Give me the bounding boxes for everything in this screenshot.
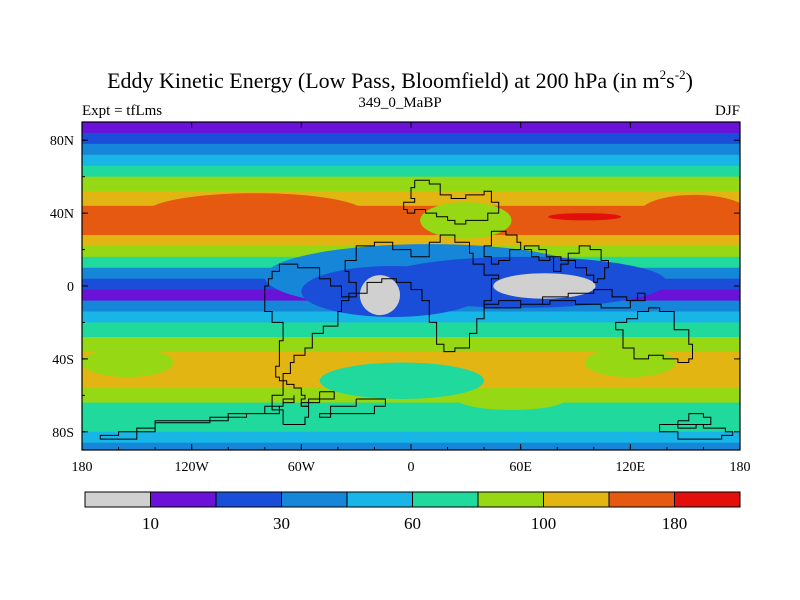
y-tick-label: 80S (52, 426, 74, 441)
x-tick-label: 60E (509, 460, 532, 475)
field-band (82, 165, 740, 178)
colorbar-box (84, 491, 151, 508)
colorbar-box (150, 491, 217, 508)
field-feature (456, 388, 567, 410)
coastline (344, 234, 500, 353)
coastline (677, 413, 712, 429)
colorbar-label: 100 (531, 514, 557, 533)
x-tick-label: 60W (288, 460, 316, 475)
colorbar-box (281, 491, 348, 508)
field-band (82, 417, 740, 433)
coastline (264, 263, 350, 425)
field-band (82, 402, 740, 418)
field-band (82, 132, 740, 145)
colorbar-box (346, 491, 413, 508)
field-feature (548, 213, 622, 221)
field-features (82, 193, 740, 410)
field-feature (584, 347, 677, 378)
experiment-label: Expt = tfLms (82, 103, 163, 119)
x-tick-label: 120E (616, 460, 646, 475)
coastline (615, 307, 693, 363)
field-feature (359, 275, 401, 316)
field-band (82, 337, 740, 353)
y-tick-label: 0 (67, 280, 74, 295)
field-band (82, 431, 740, 444)
y-axis: 80N 40N 0 40S 80S (50, 134, 740, 441)
colorbar-box (543, 491, 610, 508)
field-band (82, 234, 740, 247)
field-feature (319, 362, 485, 399)
field-band (82, 176, 740, 192)
x-axis: 180 120W 60W 0 60E 120E 180 (72, 122, 751, 475)
x-tick-label: 0 (408, 460, 415, 475)
coastline (659, 424, 734, 440)
x-tick-label: 120W (175, 460, 210, 475)
x-tick-label: 180 (72, 460, 93, 475)
colorbar-box (477, 491, 544, 508)
field-feature (493, 273, 596, 299)
coastlines (99, 179, 734, 440)
coastline (483, 289, 646, 309)
field-band (82, 143, 740, 156)
field-feature (145, 193, 366, 234)
colorbar: 10 30 60 100 180 (84, 491, 741, 533)
y-tick-label: 80N (50, 134, 74, 149)
coastline (403, 179, 500, 225)
colorbar-box (674, 491, 741, 508)
season-label: DJF (714, 103, 740, 119)
chart-title: Eddy Kinetic Energy (Low Pass, Bloomfiel… (107, 67, 693, 93)
coastline (99, 395, 295, 440)
field-feature (82, 347, 174, 378)
coastline (483, 230, 522, 265)
coastline (319, 398, 386, 418)
field-feature (639, 194, 740, 232)
coastline (523, 245, 609, 283)
run-id-label: 349_0_MaBP (358, 95, 442, 111)
colorbar-box (412, 491, 479, 508)
colorbar-label: 180 (662, 514, 688, 533)
colorbar-label: 10 (142, 514, 159, 533)
coastline (300, 391, 335, 407)
y-tick-label: 40S (52, 353, 74, 368)
colorbar-box (608, 491, 675, 508)
field-band (82, 351, 740, 371)
colorbar-label: 60 (404, 514, 421, 533)
field-band (82, 154, 740, 167)
colorbar-box (215, 491, 282, 508)
field-band (82, 311, 740, 324)
field-band (82, 322, 740, 338)
y-tick-label: 40N (50, 207, 74, 222)
colorbar-label: 30 (273, 514, 290, 533)
x-tick-label: 180 (730, 460, 751, 475)
eke-field (82, 122, 740, 450)
